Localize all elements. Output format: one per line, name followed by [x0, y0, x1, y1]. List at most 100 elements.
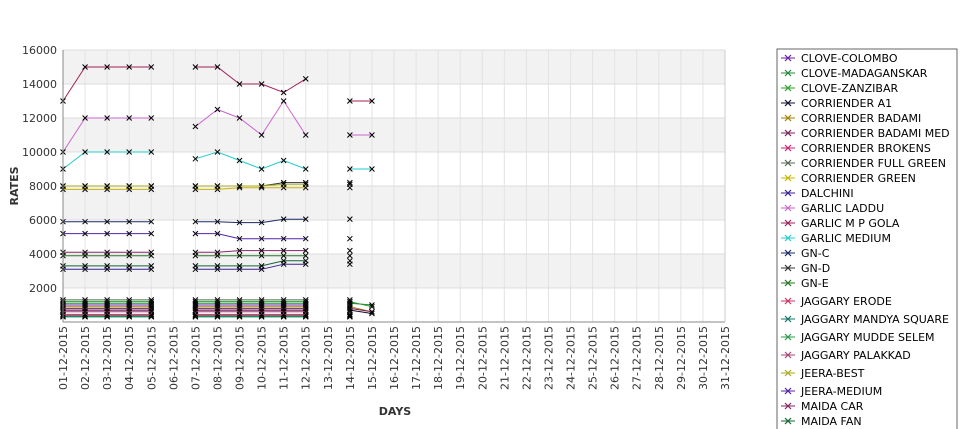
- data-point: [258, 263, 265, 269]
- data-point: [258, 314, 265, 320]
- data-point: [214, 149, 221, 155]
- data-point: [126, 297, 133, 303]
- data-point: [82, 313, 88, 319]
- data-point: [148, 64, 155, 70]
- legend-entry: GARLIC M P GOLA: [781, 217, 900, 230]
- data-point: [148, 115, 155, 121]
- data-point: [82, 149, 88, 155]
- legend-marker: [784, 114, 792, 122]
- data-point: [236, 313, 243, 319]
- data-point: [104, 230, 110, 237]
- data-point: [104, 149, 110, 155]
- data-point: [280, 312, 287, 319]
- series-jaggary-mandya-square: [60, 314, 353, 320]
- x-tick-label: 31-12-2015: [719, 326, 732, 390]
- legend-marker: [784, 315, 792, 323]
- data-point: [104, 115, 110, 121]
- data-point: [302, 314, 309, 320]
- data-point: [280, 235, 287, 242]
- data-point: [369, 98, 375, 104]
- legend-label: GARLIC M P GOLA: [801, 217, 900, 230]
- data-point: [192, 311, 199, 318]
- legend-label: JAGGARY MANDYA SQUARE: [800, 313, 949, 326]
- data-point: [192, 313, 199, 319]
- data-point: [214, 249, 221, 256]
- x-tick-label: 05-12-2015: [145, 326, 158, 390]
- legend-entry: CORRIENDER A1: [781, 97, 892, 110]
- x-tick-label: 23-12-2015: [542, 326, 555, 390]
- data-point: [126, 314, 133, 320]
- series-garlic-laddu: [60, 98, 375, 155]
- legend-entry: JAGGARY MUDDE SELEM: [781, 331, 935, 344]
- data-point: [369, 132, 375, 138]
- data-point: [347, 98, 353, 104]
- data-point: [214, 218, 221, 225]
- series-garlic-m-p-gola: [60, 64, 375, 104]
- legend-marker: [784, 417, 792, 425]
- data-point: [104, 249, 110, 256]
- data-point: [82, 297, 88, 303]
- data-point: [302, 132, 309, 138]
- data-point: [347, 181, 353, 188]
- data-point: [347, 298, 353, 305]
- data-point: [192, 314, 199, 320]
- legend-entry: MAIDA CAR: [781, 400, 864, 413]
- data-point: [126, 263, 133, 269]
- data-point: [302, 257, 309, 264]
- series-corriender-full-green: [60, 297, 353, 303]
- data-point: [82, 312, 88, 319]
- legend-marker: [784, 189, 792, 197]
- legend-label: JAGGARY MUDDE SELEM: [800, 331, 935, 344]
- data-point: [214, 311, 221, 318]
- legend-label: MAIDA FAN: [801, 415, 862, 428]
- data-point: [214, 64, 221, 70]
- data-point: [148, 312, 155, 319]
- data-point: [192, 249, 199, 256]
- x-tick-label: 25-12-2015: [587, 326, 600, 390]
- data-point: [280, 311, 287, 318]
- data-point: [192, 298, 199, 305]
- data-point: [236, 157, 243, 164]
- x-tick-label: 26-12-2015: [609, 326, 622, 390]
- series-maida-car: [60, 247, 353, 256]
- legend-label: JEERA-BEST: [800, 367, 865, 380]
- data-point: [192, 312, 199, 319]
- x-tick-label: 03-12-2015: [101, 326, 114, 390]
- data-point: [347, 311, 353, 318]
- x-tick-label: 01-12-2015: [57, 326, 70, 390]
- legend-label: CLOVE-ZANZIBAR: [801, 82, 898, 95]
- data-point: [280, 257, 287, 264]
- legend-marker: [784, 204, 792, 212]
- series-gn-e: [60, 252, 353, 259]
- x-tick-label: 16-12-2015: [388, 326, 401, 390]
- data-point: [192, 123, 199, 130]
- legend-entry: CORRIENDER BADAMI: [781, 112, 921, 125]
- data-point: [104, 297, 110, 303]
- y-tick-label: 16000: [22, 44, 57, 57]
- y-tick-label: 2000: [29, 282, 57, 295]
- data-point: [258, 81, 265, 87]
- x-axis-title: DAYS: [379, 405, 412, 418]
- data-point: [192, 64, 199, 70]
- data-point: [148, 298, 155, 305]
- legend-label: CORRIENDER FULL GREEN: [801, 157, 946, 170]
- legend-entry: CLOVE-ZANZIBAR: [781, 82, 898, 95]
- data-point: [369, 303, 375, 310]
- legend-marker: [784, 84, 792, 92]
- data-point: [126, 149, 133, 155]
- data-point: [148, 314, 155, 320]
- data-point: [347, 166, 353, 172]
- legend-marker: [784, 351, 792, 359]
- data-point: [126, 230, 133, 237]
- legend-marker: [784, 279, 792, 287]
- axes: 2000 4000 6000 8000 10000 12000 14000 16000 01-1…: [8, 44, 732, 418]
- legend-entry: GN-C: [781, 247, 830, 260]
- data-point: [82, 115, 88, 121]
- data-point: [236, 298, 243, 305]
- x-tick-label: 19-12-2015: [454, 326, 467, 390]
- data-point: [126, 115, 133, 121]
- y-tick-label: 14000: [22, 78, 57, 91]
- legend-entry: GN-E: [781, 277, 829, 290]
- data-point: [192, 230, 199, 237]
- legend-label: JAGGARY PALAKKAD: [800, 349, 911, 362]
